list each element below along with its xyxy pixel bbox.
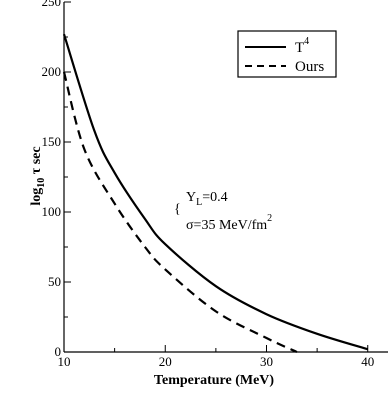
y-tick-label: 100: [42, 204, 62, 219]
annotation-line1-main: Y: [186, 190, 196, 205]
x-tick-label: 30: [260, 354, 273, 369]
annotation-line2-main: σ=35 MeV/fm: [186, 218, 267, 233]
x-tick-label: 20: [159, 354, 172, 369]
axes: [63, 2, 388, 353]
tick-labels: 10 20 30 40 0 50 100 150 200 250: [42, 0, 375, 369]
annotation: { YL=0.4 σ=35 MeV/fm2: [174, 190, 272, 233]
annotation-line1-sub: L: [196, 197, 202, 208]
x-tick-label: 10: [58, 354, 71, 369]
series-line-ours: [62, 71, 298, 353]
y-axis-title-rest: τ sec: [29, 146, 44, 177]
series-lines: [62, 33, 369, 353]
series-line-t4: [62, 33, 369, 351]
y-axis-title: log10 τ sec: [29, 146, 47, 205]
x-tick-label: 40: [361, 354, 374, 369]
y-tick-label: 200: [42, 64, 62, 79]
y-axis-title-sub: 10: [36, 178, 47, 188]
y-tick-label: 0: [55, 344, 62, 359]
annotation-line1: YL=0.4: [186, 190, 228, 208]
annotation-line1-rest: =0.4: [202, 190, 227, 205]
y-tick-label: 150: [42, 134, 62, 149]
annotation-line2-sup: 2: [267, 213, 272, 224]
annotation-brace: {: [174, 202, 181, 217]
y-tick-label: 250: [42, 0, 62, 9]
y-axis-title-log: log: [29, 188, 44, 206]
legend-box: [237, 30, 337, 78]
annotation-line2: σ=35 MeV/fm2: [186, 213, 272, 233]
legend: T4 Ours: [237, 30, 337, 78]
legend-label-ours: Ours: [295, 59, 324, 75]
y-tick-label: 50: [48, 274, 61, 289]
x-axis-title: Temperature (MeV): [154, 373, 274, 388]
